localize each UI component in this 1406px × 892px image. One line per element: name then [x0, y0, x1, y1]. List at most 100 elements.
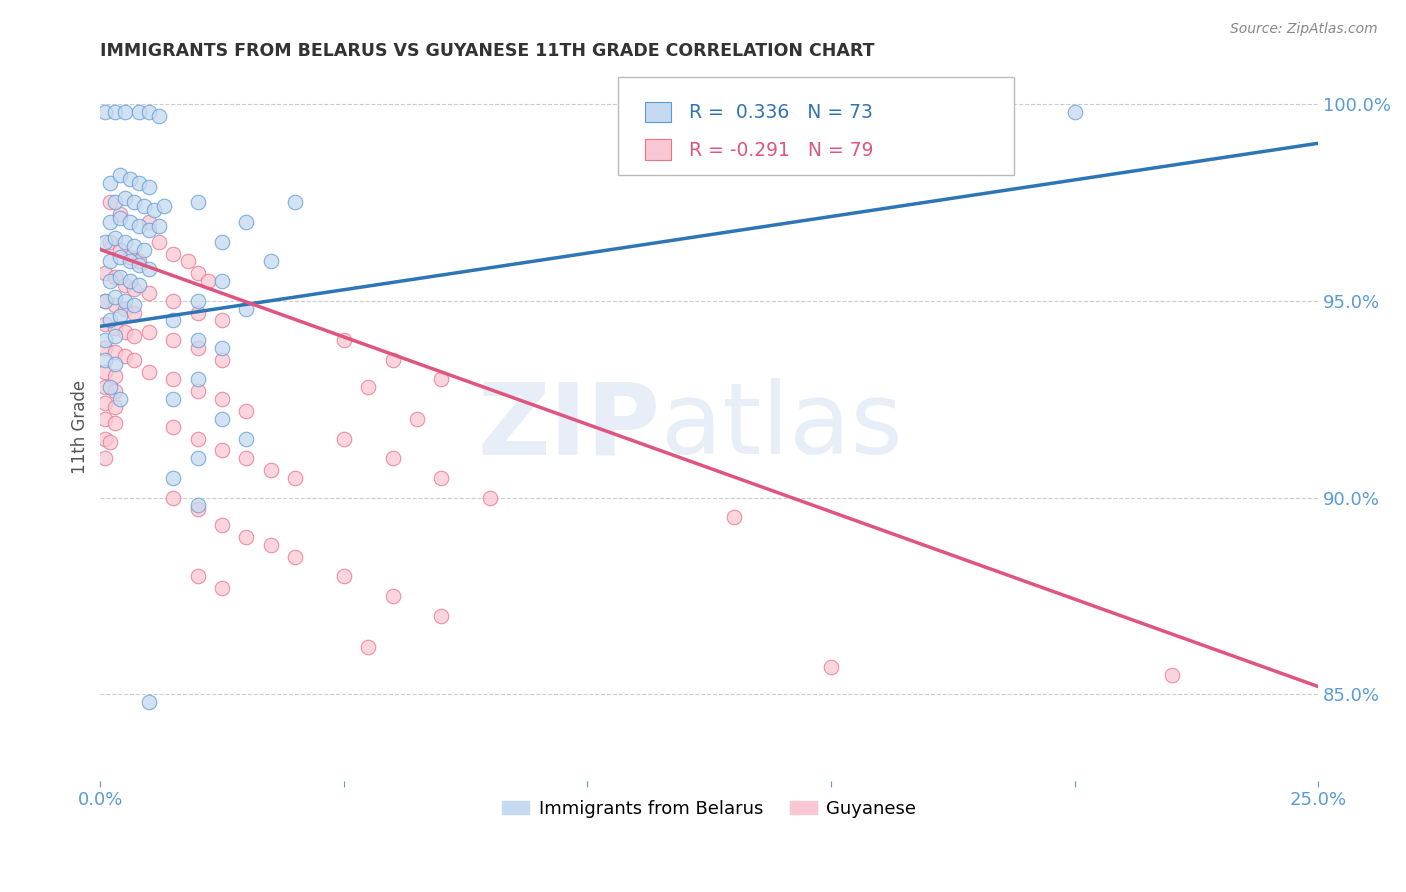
Point	[138, 695, 160, 709]
Point	[148, 109, 170, 123]
Point	[142, 203, 165, 218]
Point	[104, 416, 127, 430]
Point	[430, 608, 453, 623]
Point	[211, 581, 233, 595]
Text: IMMIGRANTS FROM BELARUS VS GUYANESE 11TH GRADE CORRELATION CHART: IMMIGRANTS FROM BELARUS VS GUYANESE 11TH…	[100, 42, 875, 60]
Point	[128, 254, 150, 268]
Point	[187, 293, 209, 308]
Point	[148, 219, 170, 233]
Point	[98, 195, 121, 210]
Point	[128, 278, 150, 293]
Point	[138, 223, 160, 237]
Point	[128, 176, 150, 190]
Point	[98, 215, 121, 229]
Point	[98, 254, 121, 268]
Point	[108, 392, 131, 406]
Point	[114, 301, 136, 316]
Point	[104, 357, 127, 371]
Point	[284, 471, 307, 485]
Y-axis label: 11th Grade: 11th Grade	[72, 380, 89, 474]
Point	[118, 215, 141, 229]
Point	[98, 435, 121, 450]
Point	[235, 530, 257, 544]
Point	[104, 231, 127, 245]
Point	[138, 215, 160, 229]
FancyBboxPatch shape	[617, 78, 1014, 175]
Point	[124, 298, 146, 312]
Point	[235, 215, 257, 229]
Point	[187, 195, 209, 210]
Point	[187, 569, 209, 583]
Point	[94, 432, 117, 446]
Point	[260, 538, 283, 552]
Point	[284, 195, 307, 210]
Point	[104, 329, 127, 343]
Point	[98, 313, 121, 327]
Point	[152, 199, 174, 213]
Point	[260, 463, 283, 477]
Point	[94, 293, 117, 308]
Point	[128, 219, 150, 233]
Point	[187, 333, 209, 347]
Point	[723, 510, 745, 524]
Point	[104, 298, 127, 312]
Point	[108, 207, 131, 221]
Point	[162, 392, 184, 406]
Point	[94, 396, 117, 410]
Point	[187, 372, 209, 386]
Point	[134, 199, 156, 213]
Point	[94, 365, 117, 379]
Point	[128, 104, 150, 119]
FancyBboxPatch shape	[645, 139, 672, 160]
Point	[128, 258, 150, 272]
Point	[430, 471, 453, 485]
Point	[108, 168, 131, 182]
Point	[235, 404, 257, 418]
Text: R = -0.291   N = 79: R = -0.291 N = 79	[689, 141, 873, 160]
Point	[124, 329, 146, 343]
Point	[104, 270, 127, 285]
Point	[94, 451, 117, 466]
Point	[124, 195, 146, 210]
Point	[187, 432, 209, 446]
Point	[104, 290, 127, 304]
Point	[284, 549, 307, 564]
Point	[104, 400, 127, 414]
Point	[138, 365, 160, 379]
Point	[138, 104, 160, 119]
Point	[211, 274, 233, 288]
Legend: Immigrants from Belarus, Guyanese: Immigrants from Belarus, Guyanese	[495, 793, 924, 825]
Point	[479, 491, 502, 505]
Point	[381, 451, 404, 466]
Point	[138, 285, 160, 300]
Point	[118, 171, 141, 186]
Point	[162, 293, 184, 308]
Point	[820, 660, 842, 674]
Point	[104, 104, 127, 119]
Point	[94, 235, 117, 249]
Point	[138, 179, 160, 194]
Point	[94, 412, 117, 426]
Point	[1063, 104, 1085, 119]
Point	[104, 345, 127, 359]
Point	[162, 491, 184, 505]
Point	[211, 518, 233, 533]
Point	[148, 235, 170, 249]
Point	[162, 419, 184, 434]
Point	[211, 443, 233, 458]
Point	[187, 451, 209, 466]
Point	[211, 341, 233, 355]
Point	[211, 412, 233, 426]
Point	[94, 380, 117, 394]
FancyBboxPatch shape	[645, 102, 672, 122]
Point	[187, 305, 209, 319]
Point	[114, 191, 136, 205]
Point	[94, 333, 117, 347]
Point	[162, 372, 184, 386]
Point	[114, 235, 136, 249]
Point	[108, 270, 131, 285]
Point	[108, 243, 131, 257]
Point	[94, 341, 117, 355]
Point	[406, 412, 429, 426]
Point	[94, 104, 117, 119]
